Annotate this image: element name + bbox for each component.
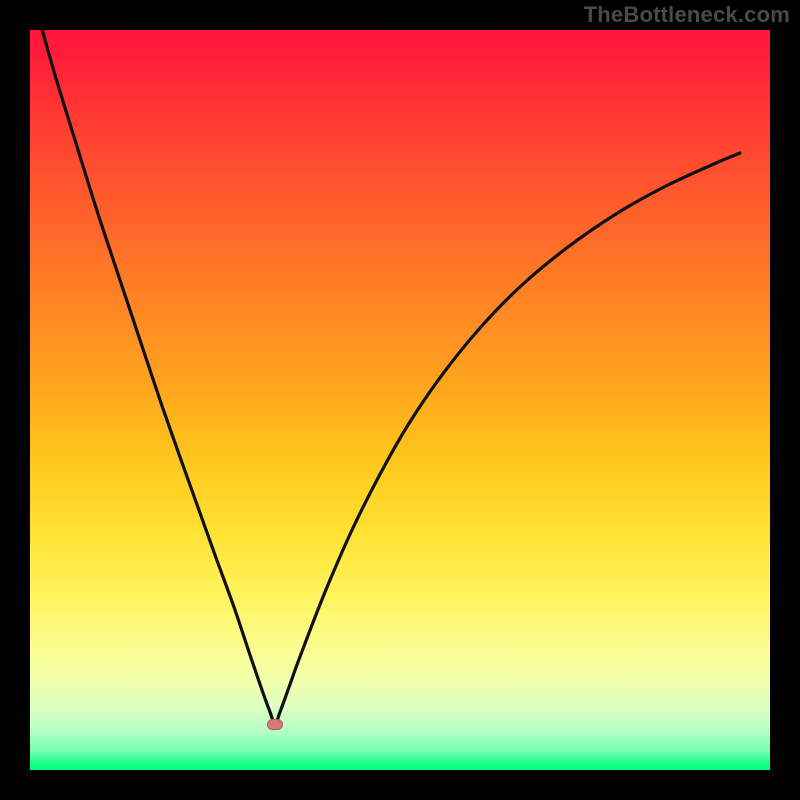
optimal-point-marker	[267, 717, 283, 735]
gradient-background	[30, 30, 770, 770]
watermark-text: TheBottleneck.com	[584, 2, 790, 28]
marker-icon	[267, 719, 283, 730]
plot-area	[30, 30, 770, 770]
chart-stage: TheBottleneck.com	[0, 0, 800, 800]
